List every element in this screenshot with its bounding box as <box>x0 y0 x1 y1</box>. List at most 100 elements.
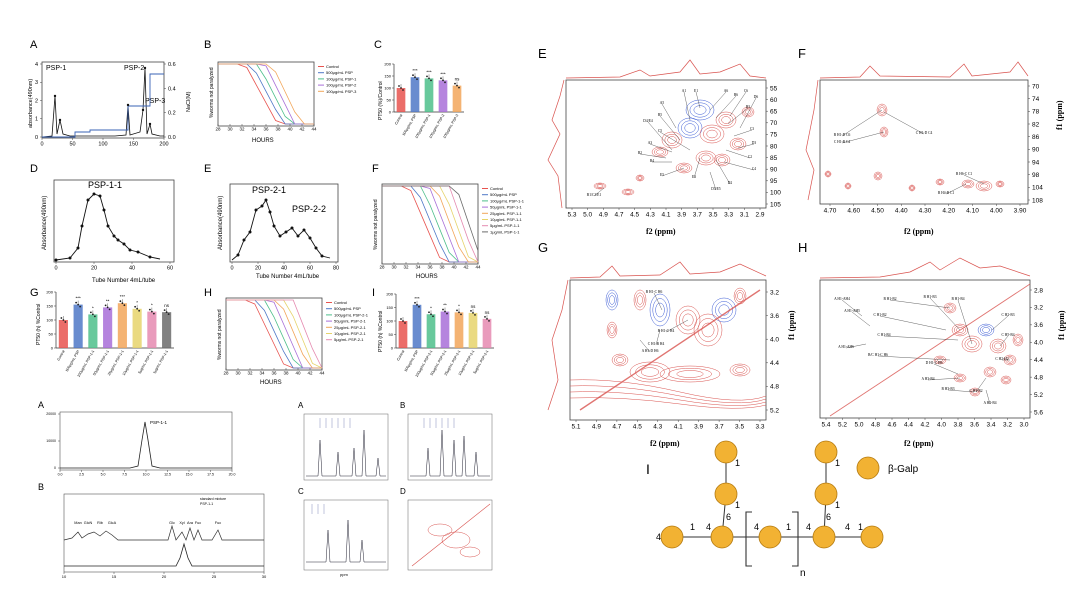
leader-line <box>727 107 749 125</box>
leader-line <box>647 121 673 151</box>
leader-line <box>665 319 689 333</box>
significance-label: *** <box>440 71 446 76</box>
tick-label: 150 <box>129 142 138 148</box>
tick-label: 0.0 <box>168 135 176 141</box>
tick-label: 4.5 <box>633 424 642 431</box>
point <box>119 300 122 303</box>
x-ticks: 0 50 100 150 200 <box>40 138 169 148</box>
point <box>89 311 92 314</box>
contour-ring <box>953 373 967 383</box>
contour-ring <box>1014 335 1022 345</box>
point <box>486 317 488 320</box>
data-point <box>320 254 324 258</box>
panel-label: I <box>646 461 650 477</box>
data-point <box>296 234 300 238</box>
plot-frame <box>59 411 233 471</box>
tick-label: 0.2 <box>168 111 176 117</box>
tick-label: 7.5 <box>122 473 127 477</box>
tick-label: 50 <box>389 332 394 337</box>
tick-label: 0 <box>54 266 57 272</box>
noesy-contours <box>569 287 767 411</box>
data-point <box>80 224 84 228</box>
contour-ring <box>685 99 715 121</box>
contour-ring <box>679 309 697 331</box>
contour-ring <box>961 179 975 189</box>
panel-label: C <box>374 39 382 51</box>
leader-line <box>739 97 757 129</box>
panel-label: G <box>30 287 39 299</box>
contour-ring <box>933 355 947 365</box>
tick-label: 5.0 <box>854 422 863 429</box>
plot-frame <box>53 179 175 263</box>
contour-ring <box>633 289 647 311</box>
peak-label: Rib <box>97 521 103 525</box>
peak-label: PSP-3 <box>145 98 165 105</box>
panel-a-elution: A PSP-1 PSP-2 PSP-3 absorbance(490nm) Na… <box>28 39 192 148</box>
tick-label: 28 <box>215 127 221 132</box>
contour-ring <box>985 368 995 376</box>
data-point <box>272 224 276 228</box>
tick-label: 4.40 <box>895 208 908 215</box>
contour-band <box>569 385 767 404</box>
x-axis-title: HOURS <box>416 274 438 280</box>
data-point <box>268 210 272 214</box>
tick-label: 42 <box>463 265 469 270</box>
panel-label: B <box>400 401 405 410</box>
cosy-blobs <box>411 503 491 567</box>
data-point <box>242 238 246 242</box>
contour-ring <box>611 353 629 367</box>
tick-label: 25 <box>212 574 217 579</box>
contour-ring <box>947 305 953 311</box>
tick-label: 95 <box>770 178 778 185</box>
diagonal-ridge <box>579 289 761 411</box>
panel-label: G <box>538 240 548 255</box>
galactose-node <box>758 525 782 549</box>
contour-ring <box>597 184 603 188</box>
legend-entry: standard mixture <box>200 497 226 501</box>
y-ticks: 0 10000 20000 <box>46 412 60 470</box>
bar <box>396 88 406 112</box>
point <box>454 82 456 85</box>
tick-label: 40 <box>281 266 287 272</box>
annotation-label: A H1-D H6 <box>642 349 659 353</box>
leader-line <box>841 131 885 144</box>
annotation-label: C3 <box>750 127 754 131</box>
contour-ring <box>613 355 627 365</box>
contour-ring <box>845 183 851 189</box>
tick-label: 40 <box>295 371 301 376</box>
tick-label: 3.6 <box>970 422 979 429</box>
tick-label: 150 <box>386 305 393 310</box>
contour-ring <box>731 139 745 149</box>
point <box>104 304 107 307</box>
contour-ring <box>979 325 993 335</box>
data-point <box>260 204 264 208</box>
contour-ring <box>677 117 703 139</box>
linkage-label: 6 <box>826 512 831 522</box>
tick-label: 40 <box>129 266 135 272</box>
contour-ring <box>951 323 969 337</box>
projection-f2 <box>569 261 767 279</box>
y-ticks-left: 0 1 2 3 4 <box>35 62 42 141</box>
point <box>428 77 430 80</box>
contour-ring <box>956 327 964 333</box>
tick-label: 38 <box>275 127 281 132</box>
survival-curve <box>382 185 478 263</box>
leader-line <box>661 167 685 177</box>
data-point <box>314 246 318 250</box>
data-point <box>264 198 268 202</box>
annotation-label: A5 <box>660 101 665 105</box>
annotation-label: A H1-AH6 <box>838 345 854 349</box>
contour-ring <box>879 126 889 138</box>
point <box>414 76 416 79</box>
point <box>398 85 400 87</box>
contour-ring <box>693 313 723 347</box>
tick-label: 0.4 <box>168 86 176 92</box>
data-point <box>98 194 102 198</box>
annotation-label: A H2-B4 <box>983 401 996 405</box>
hmbc-contours <box>824 103 1005 192</box>
linkage-label: 4 <box>656 532 661 542</box>
tick-label: 3.3 <box>724 212 733 219</box>
survival-curve <box>218 63 314 125</box>
